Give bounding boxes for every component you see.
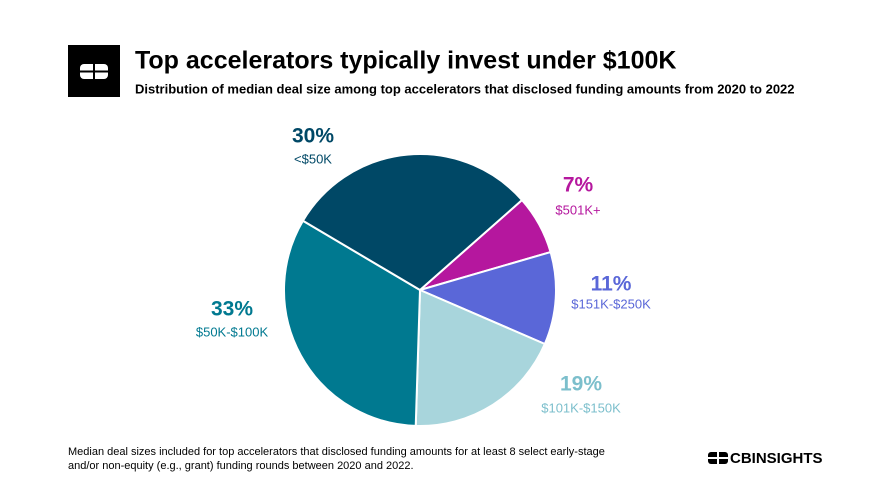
category-label: $50K-$100K: [196, 324, 269, 339]
brand-logo: CBINSIGHTS: [708, 450, 823, 467]
pie-slice: [417, 250, 557, 346]
value-label: 30%: [292, 125, 334, 148]
value-label: 7%: [563, 174, 594, 197]
logo: [68, 45, 120, 97]
chart-title: Top accelerators typically invest under …: [135, 47, 676, 75]
value-label: 11%: [591, 273, 632, 296]
pie-slice: [301, 153, 524, 292]
category-label: $501K+: [555, 202, 600, 217]
category-label: $151K-$250K: [571, 296, 651, 311]
pie-slice: [414, 288, 547, 427]
value-label: 33%: [211, 298, 253, 321]
chart-subtitle: Distribution of median deal size among t…: [135, 81, 795, 96]
footnote: Median deal sizes included for top accel…: [68, 446, 605, 472]
category-label: <$50K: [294, 151, 332, 166]
brand: CBINSIGHTS: [730, 450, 823, 467]
pie-slice: [283, 219, 422, 427]
value-label: 19%: [560, 373, 602, 396]
category-label: $101K-$150K: [541, 400, 621, 415]
footnote-box: Median deal sizes included for top accel…: [68, 446, 605, 472]
